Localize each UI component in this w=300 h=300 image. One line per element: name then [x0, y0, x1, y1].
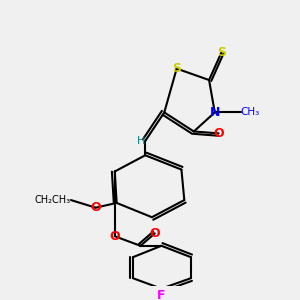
- Text: CH₂CH₃: CH₂CH₃: [35, 195, 71, 205]
- Text: O: O: [90, 201, 101, 214]
- Text: F: F: [157, 289, 166, 300]
- Text: S: S: [217, 46, 226, 59]
- Text: O: O: [149, 227, 160, 240]
- Text: S: S: [172, 62, 181, 75]
- Text: CH₃: CH₃: [241, 107, 260, 117]
- Text: O: O: [110, 230, 120, 243]
- Text: N: N: [210, 106, 220, 119]
- Text: H: H: [137, 136, 145, 146]
- Text: O: O: [213, 127, 224, 140]
